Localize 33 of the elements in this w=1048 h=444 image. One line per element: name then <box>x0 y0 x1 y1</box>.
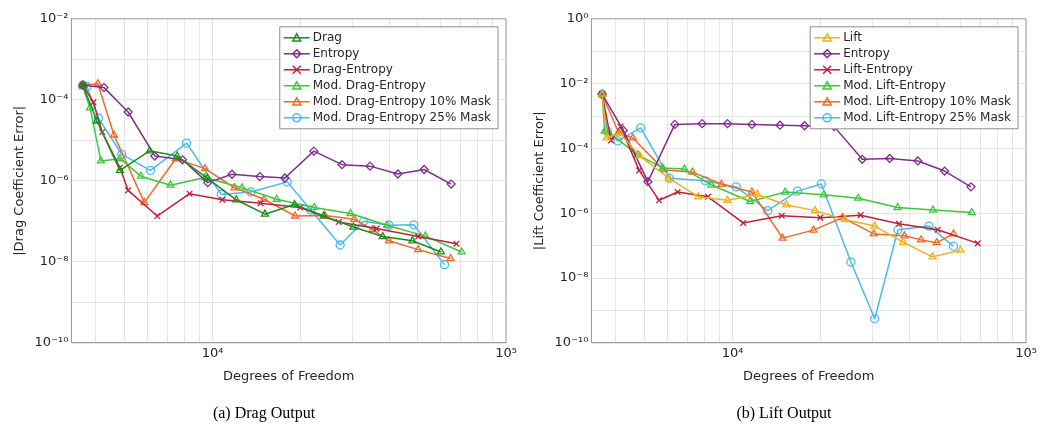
legend-label: Drag <box>312 29 342 44</box>
y-tick-label: 10⁻⁸ <box>559 269 589 285</box>
legend-label: Entropy <box>312 45 360 60</box>
x-tick-label: 10⁴ <box>721 344 744 360</box>
y-tick-label: 10⁻² <box>39 10 69 26</box>
legend-label: Mod. Drag-Entropy <box>312 77 426 92</box>
y-tick-label: 10⁻⁶ <box>559 204 589 220</box>
legend-label: Mod. Drag-Entropy 10% Mask <box>312 93 492 108</box>
x-tick-label: 10⁴ <box>201 344 224 360</box>
text: (b) Lift Output <box>735 404 833 422</box>
x-axis-title: Degrees of Freedom <box>743 367 875 383</box>
y-tick-label: 10⁻⁴ <box>39 91 69 107</box>
legend-label: Mod. Lift-Entropy 10% Mask <box>843 93 1012 108</box>
x-tick-label: 10⁵ <box>495 344 517 360</box>
legend-label: Mod. Lift-Entropy 25% Mask <box>843 109 1012 124</box>
text: (a) Drag Output <box>211 404 317 422</box>
y-tick-label: 10⁻¹⁰ <box>34 334 69 350</box>
y-axis-title: |Drag Coefficient Error| <box>11 105 27 256</box>
y-tick-label: 10⁻² <box>559 74 589 90</box>
legend-label: Drag-Entropy <box>312 61 393 76</box>
x-tick-label: 10⁵ <box>1015 344 1037 360</box>
y-tick-label: 10⁰ <box>566 10 589 26</box>
legend-label: Mod. Lift-Entropy <box>843 77 946 92</box>
legend-label: Entropy <box>843 45 890 60</box>
legend-label: Lift-Entropy <box>843 61 913 76</box>
legend-label: Lift <box>843 29 863 44</box>
y-tick-label: 10⁻⁴ <box>559 139 589 155</box>
y-tick-label: 10⁻⁸ <box>39 253 69 269</box>
y-tick-label: 10⁻¹⁰ <box>554 334 589 350</box>
legend-label: Mod. Drag-Entropy 25% Mask <box>312 109 492 124</box>
x-axis-title: Degrees of Freedom <box>223 367 355 383</box>
y-axis-title: |Lift Coefficient Error| <box>531 111 547 251</box>
y-tick-label: 10⁻⁶ <box>39 172 69 188</box>
